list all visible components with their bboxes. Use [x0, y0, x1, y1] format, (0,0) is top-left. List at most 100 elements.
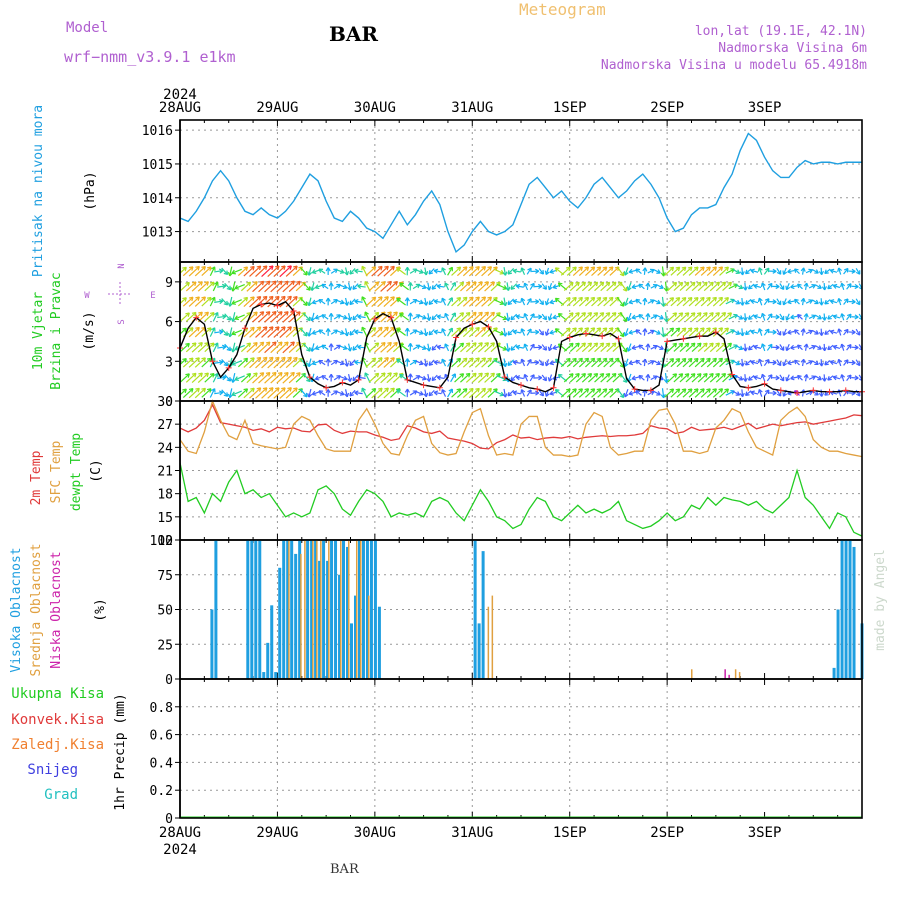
wind-arrow	[365, 296, 377, 307]
wind-arrow	[481, 388, 492, 399]
wind-arrow	[412, 283, 421, 290]
wind-arrow-head	[234, 287, 239, 290]
wind-arrow-head	[687, 327, 693, 330]
wind-arrow-head	[757, 358, 760, 364]
wind-arrow-head	[554, 359, 558, 364]
wind-speed-marker	[826, 388, 833, 395]
wind-arrow-head	[712, 266, 717, 269]
wind-arrow	[703, 312, 714, 322]
wind-arrow	[180, 373, 190, 383]
wind-arrow-head	[478, 342, 483, 345]
wind-arrow-head	[428, 394, 434, 397]
wind-arrow	[188, 387, 200, 399]
wind-arrow-head	[344, 345, 348, 350]
wind-arrow	[682, 388, 693, 398]
wind-arrow	[471, 342, 483, 353]
wind-arrow-head	[575, 312, 580, 315]
wind-arrow-head	[843, 328, 849, 332]
wind-arrow-head	[318, 299, 322, 304]
wind-arrow-head	[840, 283, 843, 288]
wind-arrow	[541, 313, 547, 321]
wind-arrow	[735, 314, 743, 320]
wind-arrow	[843, 329, 849, 336]
wind-arrow	[619, 372, 628, 383]
wind-arrow	[431, 313, 438, 321]
wind-arrow	[474, 387, 486, 399]
wind-arrow-head	[584, 357, 589, 360]
wind-arrow-head	[627, 317, 632, 322]
wind-arrow-head	[858, 287, 862, 290]
wind-arrow	[493, 329, 504, 335]
wind-arrow-head	[718, 266, 723, 269]
wind-arrow-head	[742, 301, 745, 306]
wind-arrow	[460, 281, 471, 292]
wind-arrow-head	[660, 314, 664, 319]
wind-arrow-head	[425, 331, 429, 337]
wind-arrow	[676, 327, 687, 337]
wind-arrow-head	[527, 358, 532, 362]
wind-arrow	[258, 341, 271, 354]
wind-arrow	[691, 342, 702, 353]
wind-arrow-head	[858, 378, 862, 382]
wind-arrow-head	[718, 357, 723, 360]
wind-arrow-head	[298, 266, 303, 269]
wind-arrow	[365, 357, 377, 368]
wind-arrow	[529, 313, 535, 321]
wind-arrow-head	[420, 390, 424, 395]
wind-arrow-head	[715, 372, 720, 375]
wind-arrow	[846, 283, 852, 290]
temp-axis-unit: (C)	[89, 459, 104, 482]
ytick-label: 50	[157, 604, 173, 619]
wind-arrow-head	[753, 376, 758, 381]
wind-speed-marker	[550, 384, 557, 391]
wind-arrow-head	[660, 284, 664, 289]
wind-arrow	[321, 375, 329, 381]
wind-arrow	[548, 374, 553, 382]
wind-arrow-head	[395, 266, 401, 269]
wind-arrow	[300, 267, 308, 276]
wind-arrow	[600, 312, 611, 322]
wind-arrow-head	[757, 328, 760, 333]
wind-arrow	[719, 297, 729, 307]
wind-arrow	[377, 387, 389, 399]
wind-arrow-head	[631, 286, 637, 290]
wind-arrow-head	[404, 327, 408, 332]
coords-label: lon,lat (19.1E, 42.1N)	[694, 24, 867, 39]
wind-arrow	[180, 342, 190, 352]
wind-arrow-head	[268, 387, 274, 390]
wind-arrow	[761, 282, 766, 291]
wind-arrow-head	[250, 265, 255, 268]
wind-arrow-head	[700, 266, 705, 269]
wind-arrow-head	[218, 329, 224, 333]
wind-arrow-head	[590, 357, 595, 360]
wind-arrow-head	[515, 285, 520, 289]
wind-arrow	[447, 388, 453, 398]
wind-arrow-head	[753, 285, 758, 289]
wind-arrow-head	[602, 327, 607, 330]
wind-arrow-head	[786, 347, 791, 352]
wind-arrow	[753, 284, 762, 289]
wind-arrow-head	[787, 393, 792, 396]
wind-arrow	[673, 281, 684, 292]
wind-arrow-head	[794, 360, 797, 365]
wind-arrow-head	[185, 373, 190, 376]
wind-axis-unit: (m/s)	[82, 311, 97, 350]
wind-arrow-head	[829, 330, 834, 335]
wind-arrow-head	[803, 374, 808, 378]
cloud-bar	[314, 540, 318, 679]
wind-arrow	[386, 281, 398, 292]
wind-arrow	[182, 266, 194, 277]
wind-arrow	[572, 266, 583, 276]
wind-arrow	[545, 267, 550, 275]
wind-arrow-head	[712, 388, 717, 391]
wind-arrow	[846, 374, 852, 381]
wind-arrow-head	[234, 318, 239, 321]
wind-arrow	[354, 270, 363, 273]
wind-arrow-head	[575, 373, 580, 376]
wind-arrow	[237, 357, 248, 368]
wind-arrow-head	[328, 343, 332, 348]
wind-arrow	[383, 326, 395, 338]
wind-arrow	[628, 330, 637, 334]
wind-arrow-head	[349, 333, 354, 336]
